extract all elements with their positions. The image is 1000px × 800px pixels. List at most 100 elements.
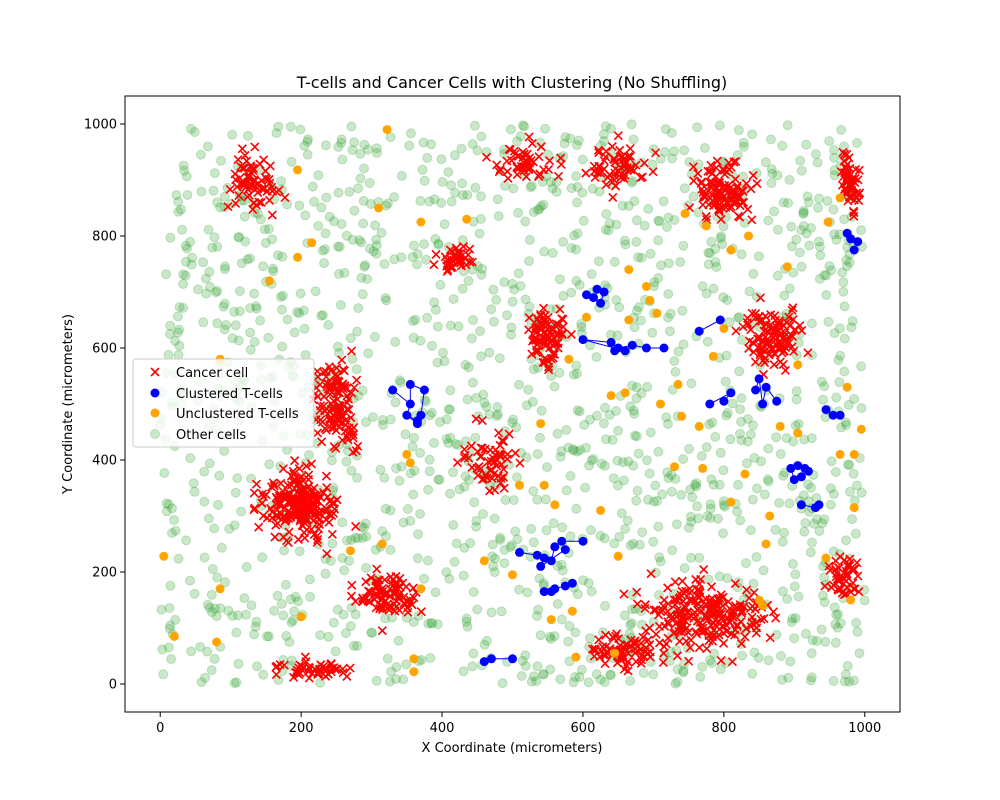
other-cell-point <box>591 669 602 680</box>
unclustered-t-cell-point <box>582 312 591 322</box>
other-cell-point <box>644 468 655 479</box>
unclustered-t-cell-point <box>821 553 831 563</box>
other-cell-point <box>624 628 635 639</box>
other-cell-point <box>705 655 716 666</box>
other-cell-point <box>430 587 441 598</box>
other-cell-point <box>419 394 430 405</box>
other-cell-point <box>494 353 505 364</box>
other-cell-point <box>701 442 712 453</box>
other-cell-point <box>856 361 867 372</box>
other-cell-point <box>528 537 539 548</box>
unclustered-t-cell-point <box>508 570 517 580</box>
other-cell-point <box>484 347 495 358</box>
other-cell-point <box>777 674 788 685</box>
other-cell-point <box>433 474 444 485</box>
other-cell-point <box>341 456 352 467</box>
other-cell-point <box>722 407 733 418</box>
other-cell-point <box>642 455 652 466</box>
clustered-t-cell-point <box>620 346 630 356</box>
other-cell-point <box>174 340 185 351</box>
other-cell-point <box>561 485 572 496</box>
other-cell-point <box>571 368 582 379</box>
other-cell-point <box>369 332 380 342</box>
other-cell-point <box>748 420 758 431</box>
other-cell-point <box>185 453 196 464</box>
other-cell-point <box>429 194 440 205</box>
other-cell-point <box>831 234 842 245</box>
other-cell-point <box>441 414 452 425</box>
clustered-t-cell-point <box>719 396 729 406</box>
cancer-cell-point <box>261 166 271 176</box>
other-cell-point <box>299 140 310 151</box>
other-cell-point <box>532 661 543 672</box>
other-cell-point <box>385 505 396 516</box>
other-cell-point <box>276 176 287 187</box>
other-cell-point <box>185 575 195 586</box>
other-cell-point <box>547 183 558 194</box>
other-cell-point <box>696 451 707 461</box>
other-cell-point <box>803 496 814 507</box>
other-cell-point <box>569 230 580 241</box>
other-cell-point <box>669 146 680 157</box>
other-cell-point <box>344 555 355 566</box>
other-cell-point <box>636 388 647 399</box>
other-cell-point <box>172 311 183 322</box>
other-cell-point <box>300 210 311 221</box>
other-cell-point <box>448 520 459 531</box>
other-cell-point <box>725 434 736 445</box>
other-cell-point <box>317 245 328 256</box>
other-cell-point <box>637 527 648 538</box>
other-cell-point <box>285 594 296 605</box>
other-cell-point <box>389 254 400 265</box>
other-cell-point <box>231 677 242 688</box>
other-cell-point <box>596 458 607 469</box>
other-cell-point <box>180 270 191 281</box>
other-cell-point <box>273 250 283 261</box>
other-cell-point <box>479 639 490 650</box>
other-cell-point <box>856 403 867 413</box>
other-cell-point <box>294 546 305 557</box>
other-cell-point <box>445 385 456 396</box>
other-cell-point <box>263 224 274 234</box>
other-cell-point <box>449 556 460 567</box>
other-cell-point <box>742 414 753 424</box>
other-cell-point <box>733 479 744 490</box>
other-cell-point <box>204 266 215 277</box>
other-cell-point <box>843 459 853 470</box>
other-cell-point <box>236 195 247 206</box>
cancer-cell-point <box>326 404 337 414</box>
other-cell-point <box>516 671 527 681</box>
other-cell-point <box>320 140 331 151</box>
other-cell-point <box>230 320 241 331</box>
other-cell-point <box>848 675 859 686</box>
other-cell-point <box>163 642 174 653</box>
other-cell-point <box>558 290 569 301</box>
other-cell-point <box>806 223 816 233</box>
other-cell-point <box>328 483 339 493</box>
cancer-cell-point <box>241 182 252 192</box>
other-cell-point <box>469 497 480 508</box>
unclustered-t-cell-point <box>402 449 412 459</box>
other-cell-point <box>631 495 642 506</box>
other-cell-point <box>566 287 577 298</box>
other-cell-point <box>607 434 618 445</box>
other-cell-point <box>173 350 184 361</box>
unclustered-t-cell-point <box>307 238 317 248</box>
other-cell-point <box>753 652 764 663</box>
other-cell-point <box>450 187 460 198</box>
other-cell-point <box>347 354 358 364</box>
other-cell-point <box>257 552 268 563</box>
other-cell-point <box>789 581 800 592</box>
other-cell-point <box>361 562 372 573</box>
other-cell-point <box>706 474 717 485</box>
other-cell-point <box>499 558 510 569</box>
other-cell-point <box>532 610 542 621</box>
other-cell-point <box>823 316 834 327</box>
other-cell-point <box>661 412 672 423</box>
other-cell-point <box>800 628 811 639</box>
other-cell-point <box>178 269 189 280</box>
other-cell-point <box>492 409 503 420</box>
cancer-cell-point <box>236 162 246 172</box>
other-cell-point <box>710 257 721 267</box>
other-cell-point <box>708 479 719 490</box>
